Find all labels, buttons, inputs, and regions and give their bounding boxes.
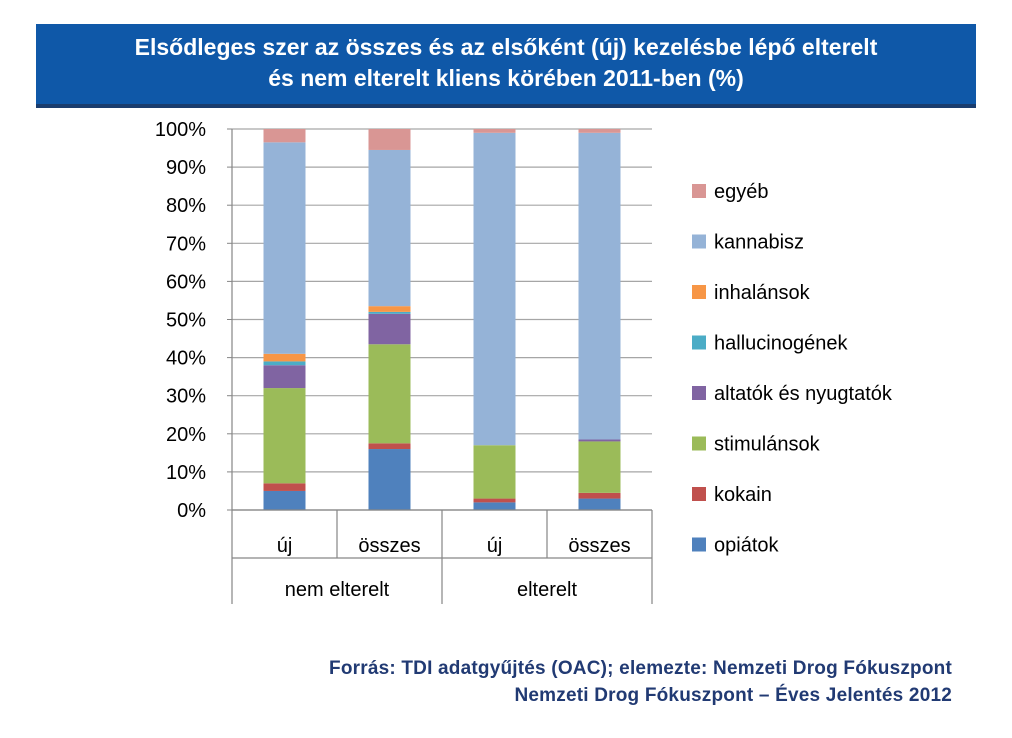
chart-title-line-2: és nem elterelt kliens körében 2011-ben … — [268, 65, 744, 91]
legend-label: egyéb — [714, 181, 769, 203]
bar-segment — [473, 132, 516, 446]
bar-segment — [368, 149, 411, 307]
bar-segment — [263, 483, 306, 491]
y-tick-label: 100% — [155, 119, 206, 141]
x-tick-label: új — [277, 535, 293, 557]
bar-segment — [263, 388, 306, 484]
legend-label: altatók és nyugtatók — [714, 383, 893, 405]
bar-segment — [368, 344, 411, 444]
legend-label: kannabisz — [714, 232, 804, 254]
y-tick-label: 20% — [166, 424, 206, 446]
legend-swatch — [692, 386, 706, 400]
bar-segment — [578, 441, 621, 493]
y-tick-label: 30% — [166, 386, 206, 408]
legend-swatch — [692, 234, 706, 249]
bar-segment — [578, 132, 621, 440]
y-tick-label: 40% — [166, 348, 206, 370]
bar-segment — [578, 439, 621, 442]
bar-segment — [368, 449, 411, 510]
y-tick-label: 70% — [166, 233, 206, 255]
chart-title-line-1: Elsődleges szer az összes és az elsőként… — [134, 34, 878, 60]
y-tick-label: 80% — [166, 195, 206, 217]
stacked-bar-chart: 0% 10% 20% 30% 40% 50% 60% 70% 80% 90% 100% új össze… — [155, 119, 893, 604]
legend-label: kokain — [714, 484, 772, 506]
x-group-label: nem elterelt — [285, 579, 390, 601]
source-line-1: Forrás: TDI adatgyűjtés (OAC); elemezte:… — [329, 658, 952, 679]
x-tick-label: új — [487, 535, 503, 557]
bar-segment — [368, 443, 411, 450]
chart-title-banner: Elsődleges szer az összes és az elsőként… — [36, 24, 976, 104]
bar-segment — [263, 361, 306, 366]
bar-segment — [368, 313, 411, 345]
bar-segment — [263, 353, 306, 362]
bar-segment — [263, 365, 306, 389]
bar-segment — [578, 129, 621, 133]
legend-swatch — [692, 537, 706, 552]
bar-segment — [368, 311, 411, 314]
bar-segment — [473, 498, 516, 503]
x-tick-label: összes — [358, 535, 420, 557]
x-tick-label: összes — [568, 535, 630, 557]
bar-segment — [263, 129, 306, 143]
legend-swatch — [692, 335, 706, 350]
y-tick-label: 10% — [166, 462, 206, 484]
legend-label: hallucinogének — [714, 333, 848, 355]
bar-segment — [473, 129, 516, 133]
legend-swatch — [692, 436, 706, 451]
bar-segment — [263, 490, 306, 510]
title-underline — [36, 104, 976, 108]
bar-segment — [263, 142, 306, 354]
legend-swatch — [692, 285, 706, 299]
bar-segment — [368, 306, 411, 312]
legend-label: opiátok — [714, 535, 779, 557]
bar-segment — [473, 502, 516, 510]
legend-label: stimulánsok — [714, 434, 821, 456]
source-line-2: Nemzeti Drog Fókuszpont – Éves Jelentés … — [514, 685, 952, 706]
bar-segment — [473, 445, 516, 499]
bar-segment — [578, 492, 621, 499]
y-tick-label: 50% — [166, 310, 206, 332]
legend-swatch — [692, 487, 706, 501]
y-tick-label: 90% — [166, 157, 206, 179]
legend-label: inhalánsok — [714, 282, 811, 304]
bar-segment — [368, 129, 411, 150]
y-tick-label: 60% — [166, 271, 206, 293]
bar-segment — [578, 498, 621, 510]
legend-swatch — [692, 184, 706, 198]
x-group-label: elterelt — [517, 579, 577, 601]
y-tick-label: 0% — [177, 500, 206, 522]
